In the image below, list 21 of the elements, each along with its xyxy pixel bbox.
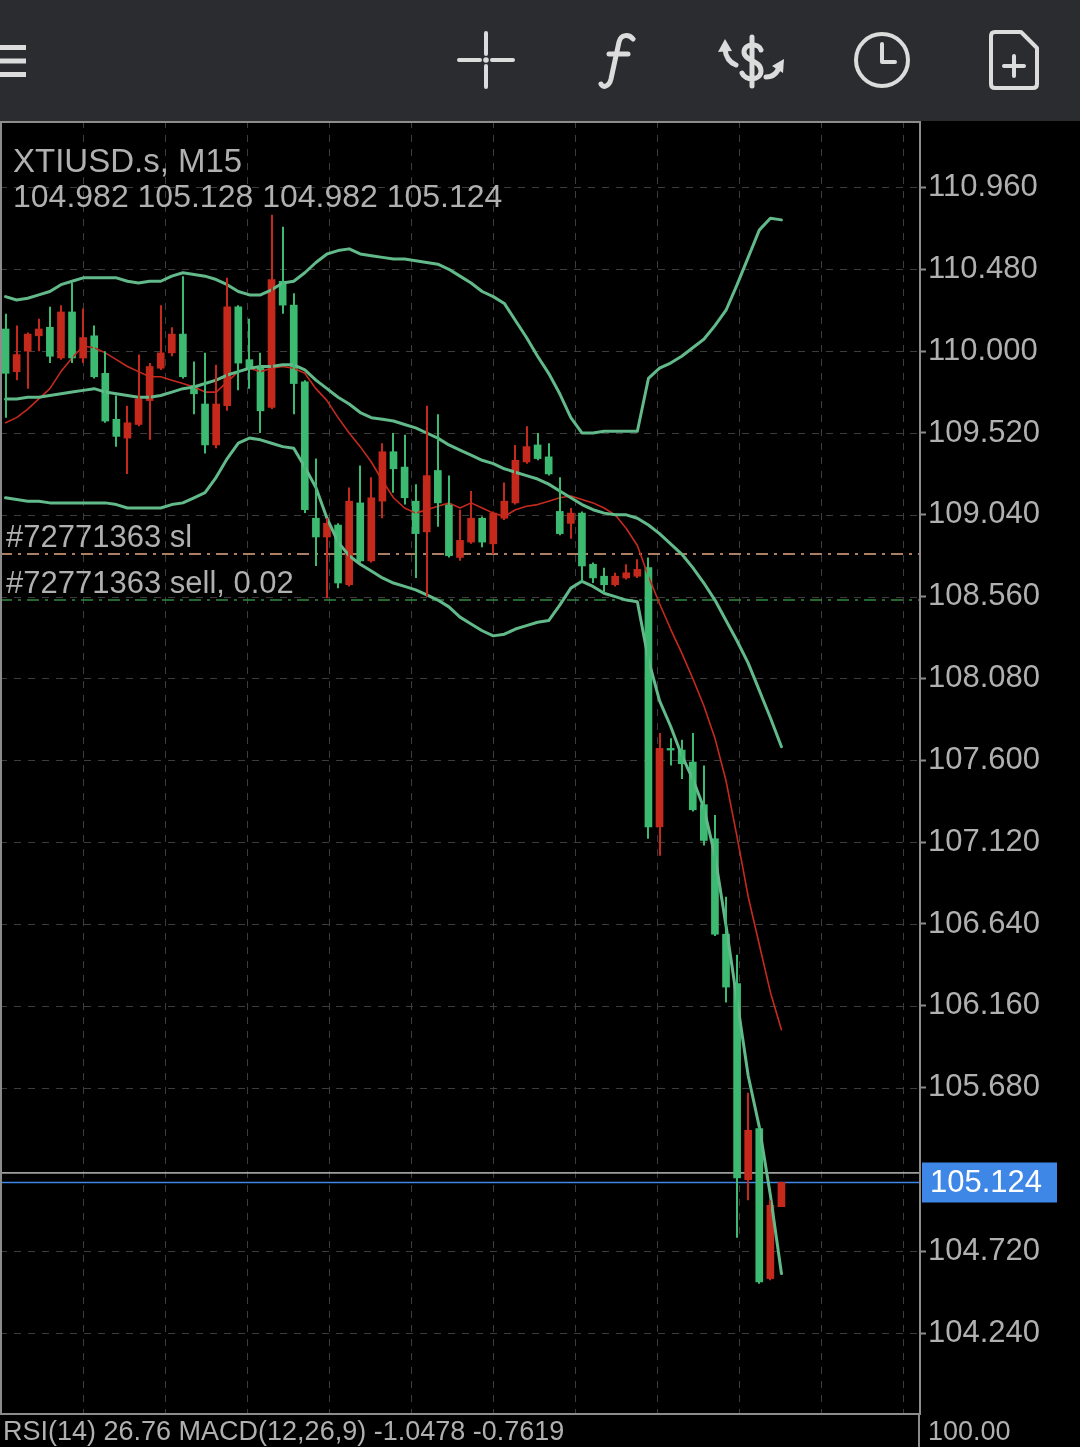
- y-tick-label: 104.720: [928, 1231, 1041, 1267]
- y-tick-label: 104.240: [928, 1313, 1041, 1349]
- y-tick-label: 106.640: [928, 904, 1041, 940]
- ref-line-label: #72771363 sl: [6, 519, 193, 555]
- ref-line-label: 105.124: [930, 1164, 1043, 1199]
- text: RSI(14) 26.76 MACD(12,26,9) -1.0478 -0.7619: [3, 1416, 565, 1447]
- ref-line-label: #72771363 sell, 0.02: [6, 565, 294, 601]
- y-tick-label: 108.080: [928, 659, 1041, 695]
- text: 104.982 105.128 104.982 105.124: [13, 178, 503, 214]
- y-tick-label: 110.480: [928, 249, 1038, 285]
- y-tick-label: 109.520: [928, 413, 1041, 449]
- y-tick-label: 106.160: [928, 986, 1041, 1022]
- y-tick-label: 110.000: [928, 331, 1038, 367]
- text: XTIUSD.s, M15: [13, 142, 243, 179]
- y-tick-label: 110.960: [928, 168, 1038, 204]
- y-tick-label: 108.560: [928, 577, 1041, 613]
- y-tick-label: 107.600: [928, 740, 1041, 776]
- y-tick-label: 109.040: [928, 495, 1041, 531]
- y-tick-label: 105.680: [928, 1068, 1041, 1104]
- text: 100.00: [928, 1416, 1011, 1447]
- y-tick-label: 107.120: [928, 822, 1041, 858]
